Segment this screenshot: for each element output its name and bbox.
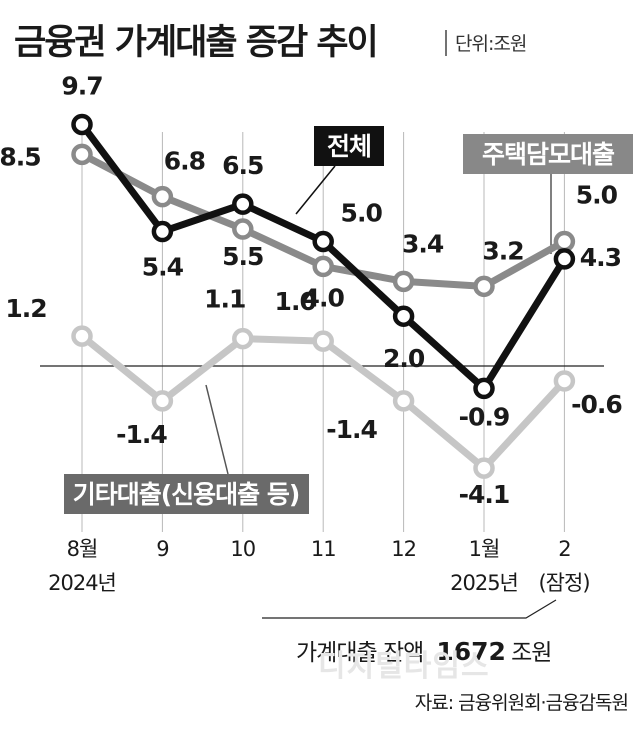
data-labels: 9.7 5.4 6.5 5.0 2.0 -0.9 4.3 8.5 6.8 5.5 4.0 3.4 3.2… <box>0 71 623 509</box>
data-label-mortgage: 3.4 <box>402 229 444 258</box>
x-tick-label: 10 <box>230 537 255 561</box>
point-other <box>71 325 93 347</box>
data-label-total: 2.0 <box>383 344 425 373</box>
legend-other-badge <box>64 474 309 514</box>
data-label-mortgage: 3.2 <box>482 236 523 265</box>
leader-line-total <box>295 165 336 215</box>
point-total <box>473 377 495 400</box>
legend-total: 전체 <box>314 126 384 166</box>
balance-note-unit: 조원 <box>511 640 551 666</box>
point-mortgage <box>392 270 415 293</box>
point-total <box>553 248 576 270</box>
data-label-mortgage: 5.5 <box>222 242 263 271</box>
x-tick-label: 8월 <box>67 537 98 561</box>
balance-note: 가계대출 잔액 1672 조원 <box>296 637 551 666</box>
data-label-other: -0.6 <box>571 390 622 419</box>
data-label-other: 1.0 <box>275 287 317 316</box>
point-mortgage <box>71 143 93 166</box>
legend-leader-lines <box>205 165 552 475</box>
balance-note-value: 1672 <box>436 637 506 666</box>
point-mortgage <box>553 230 576 253</box>
legend-other: 기타대출(신용대출 등) <box>64 474 309 514</box>
point-mortgage <box>151 185 174 208</box>
data-label-other: -1.4 <box>116 420 167 449</box>
data-label-other: -4.1 <box>459 480 510 509</box>
point-total <box>392 305 415 327</box>
x-tick-label: 2 <box>558 537 570 561</box>
chart-title: 금융권 가계대출 증감 추이 <box>14 23 377 63</box>
year-label-2024: 2024년 <box>48 571 116 595</box>
data-label-total: 5.0 <box>341 199 383 228</box>
x-tick-label: 11 <box>311 537 336 561</box>
legend-total-label: 전체 <box>327 132 371 161</box>
balance-callout-line <box>262 599 557 619</box>
point-total <box>232 193 254 215</box>
legend-other-label: 기타대출(신용대출 등) <box>73 480 300 509</box>
watermark: 디지털타임스 <box>318 649 490 684</box>
data-label-total: 5.4 <box>142 253 184 282</box>
point-other <box>473 457 495 479</box>
data-label-total: 9.7 <box>61 71 102 100</box>
point-total <box>312 230 334 253</box>
data-label-mortgage: 6.8 <box>164 147 205 176</box>
source-note: 자료: 금융위원회·금융감독원 <box>415 692 628 714</box>
point-mortgage <box>232 218 254 240</box>
point-mortgage <box>312 255 334 278</box>
legend-mortgage-label: 주택담모대출 <box>482 140 615 169</box>
series-layer <box>71 113 576 479</box>
point-mortgage <box>473 275 495 298</box>
data-label-mortgage: 5.0 <box>576 181 618 210</box>
data-label-other: 1.2 <box>5 294 46 323</box>
legend-mortgage-badge <box>463 134 633 174</box>
x-tick-label: 1월 <box>469 537 500 561</box>
leader-line-other <box>205 384 229 475</box>
data-label-mortgage: 8.5 <box>0 142 41 171</box>
point-other <box>312 330 334 352</box>
unit-label: 단위:조원 <box>455 33 526 55</box>
data-label-other: -1.4 <box>326 415 377 444</box>
provisional-label: (잠정) <box>538 571 589 595</box>
data-label-total: 4.3 <box>580 243 621 272</box>
point-other <box>392 390 415 412</box>
point-total <box>71 113 93 136</box>
year-label-2025: 2025년 <box>450 571 518 595</box>
point-other <box>151 390 174 412</box>
point-total <box>151 220 174 243</box>
data-label-total: -0.9 <box>459 402 510 431</box>
data-label-total: 6.5 <box>222 151 263 180</box>
legend-total-badge <box>314 126 384 166</box>
data-label-other: 1.1 <box>204 285 245 314</box>
balance-note-text: 가계대출 잔액 <box>296 640 423 666</box>
x-axis-ticks: 8월 9 10 11 12 1월 2 <box>67 537 572 561</box>
x-tick-label: 12 <box>391 537 416 561</box>
point-other <box>553 370 576 392</box>
point-other <box>232 327 254 350</box>
x-tick-label: 9 <box>156 537 168 561</box>
legend-mortgage: 주택담모대출 <box>463 134 633 174</box>
data-label-mortgage: 4.0 <box>303 283 345 312</box>
